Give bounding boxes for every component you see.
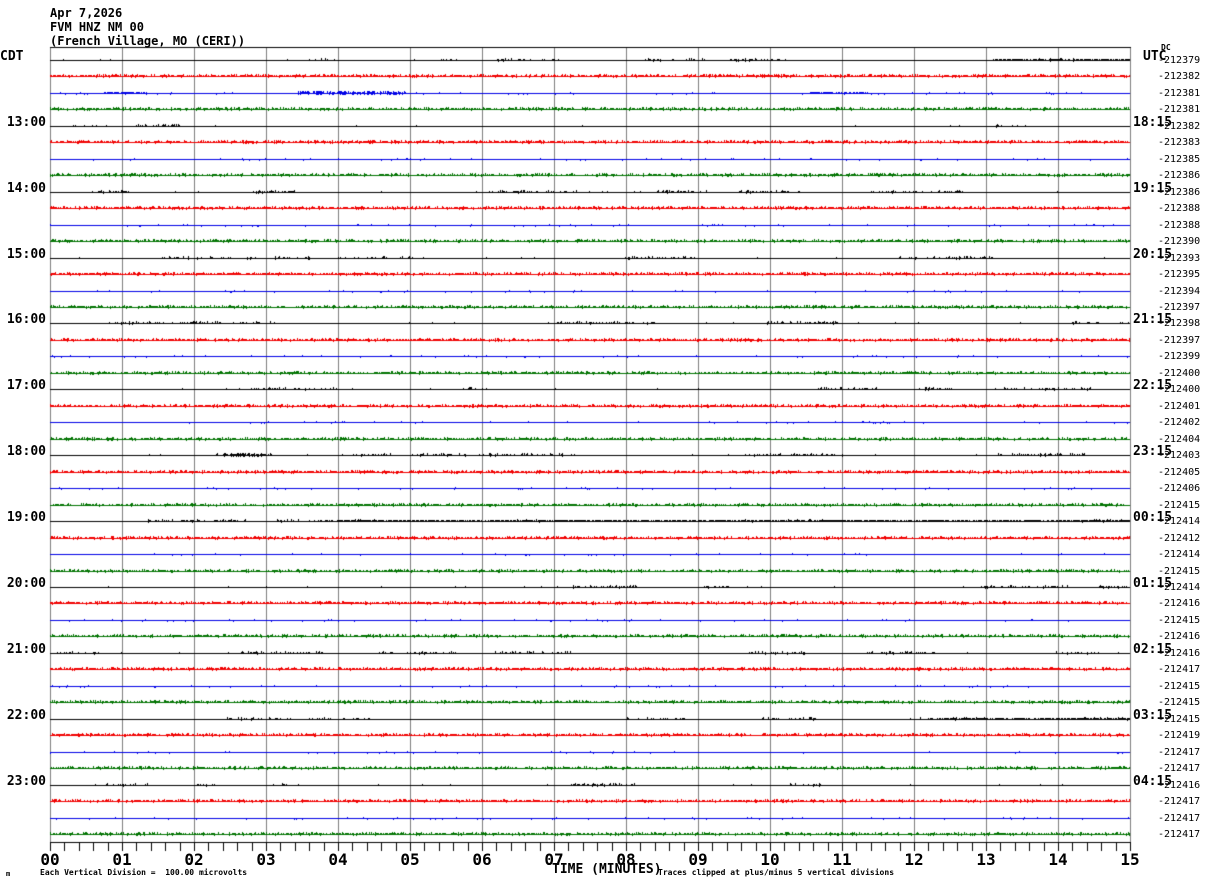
utc-hour-label: 03:15: [1133, 708, 1173, 723]
x-tick-label: 04: [328, 850, 348, 869]
dc-offset-value: -212394: [1158, 286, 1201, 297]
dc-offset-value: -212379: [1158, 55, 1201, 66]
cdt-hour-label: 21:00: [6, 642, 46, 657]
dc-offset-value: -212412: [1158, 533, 1201, 544]
left-timezone-label: CDT: [0, 49, 24, 64]
dc-offset-value: -212415: [1158, 615, 1201, 626]
x-tick-label: 15: [1120, 850, 1140, 869]
utc-hour-label: 19:15: [1133, 181, 1173, 196]
dc-offset-value: -212416: [1158, 631, 1201, 642]
station-code: FVM HNZ NM 00: [50, 20, 144, 34]
dc-offset-value: -212400: [1158, 368, 1201, 379]
dc-offset-value: -212402: [1158, 417, 1201, 428]
dc-offset-value: -212414: [1158, 516, 1201, 527]
dc-offset-value: -212417: [1158, 829, 1201, 840]
utc-hour-label: 00:15: [1133, 510, 1173, 525]
dc-offset-value: -212415: [1158, 681, 1201, 692]
utc-hour-label: 23:15: [1133, 444, 1173, 459]
x-tick-label: 12: [904, 850, 924, 869]
utc-hour-label: 02:15: [1133, 642, 1173, 657]
dc-offset-value: -212399: [1158, 351, 1201, 362]
right-timezone-label: UTC: [1143, 49, 1167, 64]
dc-offset-value: -212417: [1158, 813, 1201, 824]
dc-offset-value: -212381: [1158, 88, 1201, 99]
dc-offset-value: -212403: [1158, 450, 1201, 461]
cdt-hour-label: 18:00: [6, 444, 46, 459]
x-tick-label: 02: [184, 850, 204, 869]
dc-offset-value: -212385: [1158, 154, 1201, 165]
dc-offset-value: -212414: [1158, 582, 1201, 593]
dc-offset-value: -212395: [1158, 269, 1201, 280]
dc-offset-value: -212383: [1158, 137, 1201, 148]
dc-offset-header: DC: [1161, 43, 1171, 52]
x-tick-label: 00: [40, 850, 60, 869]
cdt-hour-label: 17:00: [6, 378, 46, 393]
x-tick-label: 10: [760, 850, 780, 869]
cdt-hour-label: 14:00: [6, 181, 46, 196]
dc-offset-value: -212416: [1158, 648, 1201, 659]
x-tick-label: 09: [688, 850, 708, 869]
utc-hour-label: 21:15: [1133, 312, 1173, 327]
dc-offset-value: -212405: [1158, 467, 1201, 478]
x-axis-title: TIME (MINUTES): [552, 862, 662, 877]
cdt-hour-label: 15:00: [6, 247, 46, 262]
dc-offset-value: -212386: [1158, 187, 1201, 198]
dc-offset-value: -212388: [1158, 203, 1201, 214]
utc-hour-label: 20:15: [1133, 247, 1173, 262]
vertical-division-note: Each Vertical Division = 100.00 microvol…: [40, 868, 248, 877]
x-tick-label: 08: [616, 850, 636, 869]
dc-offset-value: -212404: [1158, 434, 1201, 445]
station-location: (French Village, MO (CERI)): [50, 34, 246, 48]
cdt-hour-label: 19:00: [6, 510, 46, 525]
dc-offset-value: -212417: [1158, 664, 1201, 675]
utc-hour-label: 18:15: [1133, 115, 1173, 130]
dc-offset-value: -212417: [1158, 796, 1201, 807]
x-tick-label: 07: [544, 850, 564, 869]
dc-offset-value: -212393: [1158, 253, 1201, 264]
dc-offset-value: -212400: [1158, 384, 1201, 395]
dc-offset-value: -212417: [1158, 763, 1201, 774]
dc-offset-value: -212406: [1158, 483, 1201, 494]
utc-hour-label: 22:15: [1133, 378, 1173, 393]
dc-offset-value: -212414: [1158, 549, 1201, 560]
dc-offset-value: -212415: [1158, 714, 1201, 725]
dc-offset-value: -212386: [1158, 170, 1201, 181]
dc-offset-value: -212419: [1158, 730, 1201, 741]
dc-offset-value: -212416: [1158, 598, 1201, 609]
utc-hour-label: 01:15: [1133, 576, 1173, 591]
dc-offset-value: -212415: [1158, 500, 1201, 511]
dc-offset-value: -212388: [1158, 220, 1201, 231]
dc-offset-value: -212382: [1158, 121, 1201, 132]
dc-offset-value: -212398: [1158, 318, 1201, 329]
cdt-hour-label: 23:00: [6, 774, 46, 789]
dc-offset-value: -212415: [1158, 697, 1201, 708]
x-tick-label: 06: [472, 850, 492, 869]
cdt-hour-label: 20:00: [6, 576, 46, 591]
cdt-hour-label: 16:00: [6, 312, 46, 327]
x-tick-label: 01: [112, 850, 132, 869]
dc-offset-value: -212381: [1158, 104, 1201, 115]
dc-offset-value: -212382: [1158, 71, 1201, 82]
x-tick-label: 14: [1048, 850, 1068, 869]
plot-date: Apr 7,2026: [50, 6, 123, 20]
dc-offset-value: -212416: [1158, 780, 1201, 791]
x-tick-label: 03: [256, 850, 276, 869]
dc-offset-value: -212397: [1158, 302, 1201, 313]
x-tick-label: 11: [832, 850, 852, 869]
dc-offset-value: -212390: [1158, 236, 1201, 247]
dc-offset-value: -212415: [1158, 566, 1201, 577]
cdt-hour-label: 13:00: [6, 115, 46, 130]
plotter-watermark-glyph: m: [6, 870, 11, 878]
dc-offset-value: -212417: [1158, 747, 1201, 758]
x-tick-label: 13: [976, 850, 996, 869]
clipping-note: Traces clipped at plus/minus 5 vertical …: [658, 868, 895, 877]
utc-hour-label: 04:15: [1133, 774, 1173, 789]
cdt-hour-label: 22:00: [6, 708, 46, 723]
dc-offset-value: -212401: [1158, 401, 1201, 412]
x-tick-label: 05: [400, 850, 420, 869]
dc-offset-value: -212397: [1158, 335, 1201, 346]
